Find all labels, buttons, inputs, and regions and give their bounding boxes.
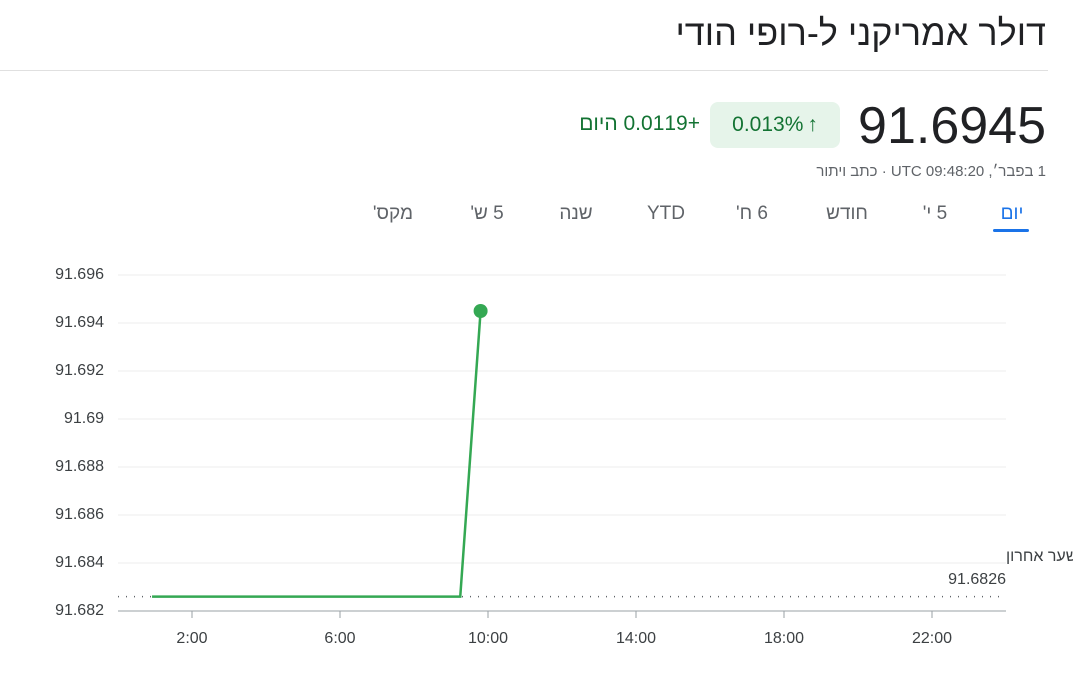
active-tab-indicator [993,229,1029,232]
change-badge: ↑ 0.013% [710,102,840,148]
x-tick-label: 10:00 [468,630,508,647]
change-value: +0.0119 [623,112,701,135]
tab[interactable]: 5 י' [922,203,948,224]
y-tick-label: 91.686 [55,506,104,523]
change-period: היום [579,112,618,135]
timestamp-row: 1 בפבר׳, UTC 09:48:20 · כתב ויתור [816,163,1046,180]
y-tick-label: 91.688 [55,458,104,475]
change: +0.0119 היום [579,112,700,136]
x-tick-label: 6:00 [324,630,355,647]
tab[interactable]: 6 ח' [736,203,768,224]
tab[interactable]: YTD [647,203,685,224]
title: דולר אמריקני ל-רופי הודי [675,12,1046,53]
separator [0,70,1048,71]
tab[interactable]: 5 ש' [470,203,504,224]
price-line [152,310,482,598]
y-tick-label: 91.682 [55,602,104,619]
last-point [473,304,488,318]
tab[interactable]: יום [1000,203,1024,224]
timestamp: 1 בפבר׳, UTC 09:48:20 [890,163,1046,180]
y-tick-label: 91.684 [55,554,104,571]
previous-close-label: שער אחרון [1006,548,1073,565]
y-tick-label: 91.694 [55,314,104,331]
arrow-icon: ↑ [807,113,818,136]
previous-close-value: 91.6826 [948,571,1006,588]
disclaimer[interactable]: כתב ויתור [816,163,878,180]
tab[interactable]: מקס' [372,203,414,224]
y-tick-label: 91.696 [55,266,104,283]
x-tick-label: 2:00 [176,630,207,647]
tab[interactable]: חודש [826,203,868,224]
y-tick-label: 91.69 [64,410,104,427]
x-tick-label: 18:00 [764,630,804,647]
tab[interactable]: שנה [559,203,593,224]
price: 91.6945 [858,97,1046,155]
x-tick-label: 14:00 [616,630,656,647]
change-percent: 0.013% [732,113,804,136]
y-tick-label: 91.692 [55,362,104,379]
x-tick-label: 22:00 [912,630,952,647]
